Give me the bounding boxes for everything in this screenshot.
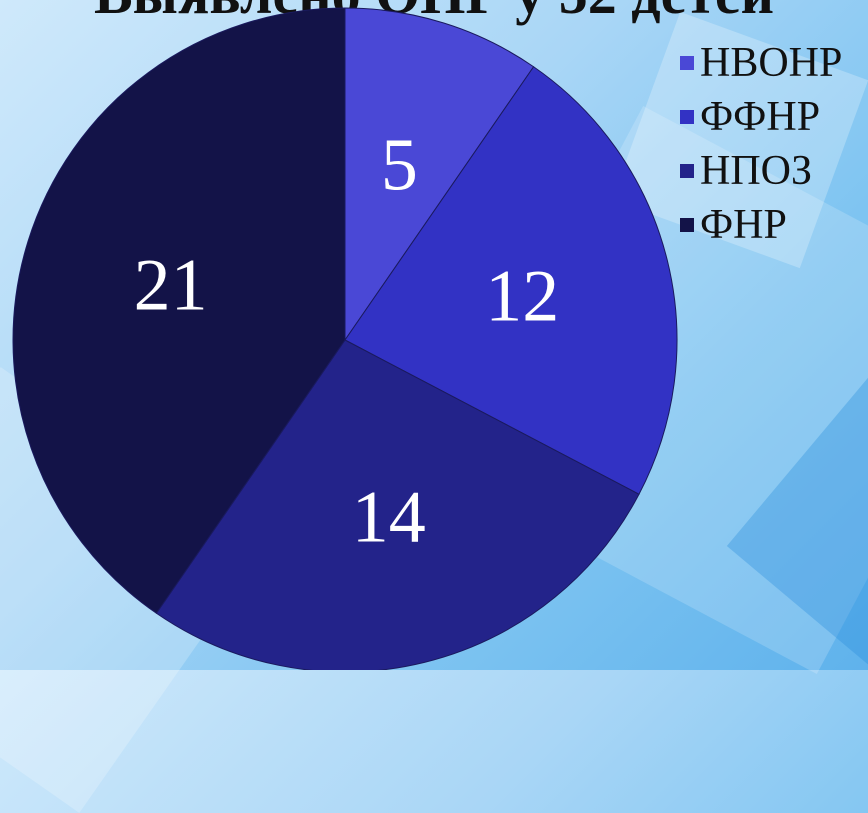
legend-swatch	[680, 164, 694, 178]
data-label-ФФНР: 12	[485, 255, 559, 337]
legend-swatch	[680, 110, 694, 124]
legend-item: ФФНР	[680, 90, 842, 144]
legend-label: ФФНР	[700, 94, 821, 140]
pie-slice-ФНР	[12, 7, 346, 614]
data-label-НПОЗ: 14	[352, 476, 426, 558]
legend-swatch	[680, 56, 694, 70]
legend-label: НВОНР	[700, 40, 843, 86]
pie-slice-НПОЗ	[155, 339, 640, 670]
data-label-НВОНР: 5	[381, 125, 418, 207]
legend-item: ФНР	[680, 198, 842, 252]
chart-legend: НВОНР ФФНР НПОЗ ФНР	[680, 36, 842, 252]
pie-slice-ФФНР	[344, 66, 678, 495]
legend-swatch	[680, 218, 694, 232]
data-label-ФНР: 21	[134, 245, 208, 327]
legend-label: ФНР	[700, 202, 787, 248]
pie-slice-НВОНР	[344, 7, 535, 342]
legend-item: НВОНР	[680, 36, 842, 90]
legend-label: НПОЗ	[700, 148, 813, 194]
pie-chart: 5 12 14 21	[12, 7, 678, 670]
legend-item: НПОЗ	[680, 144, 842, 198]
